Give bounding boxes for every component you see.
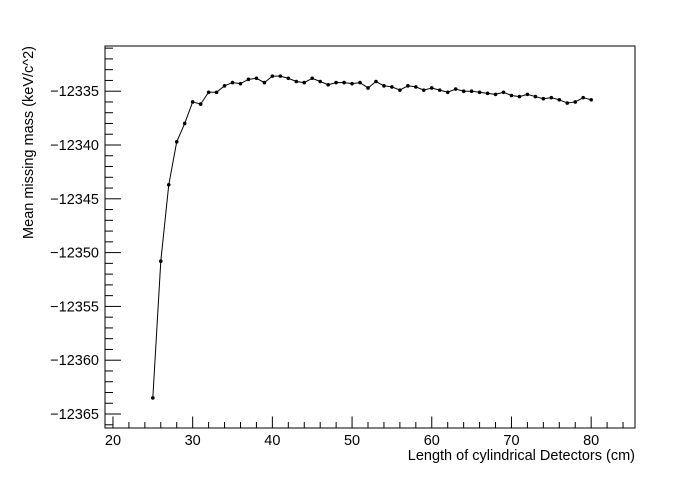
x-tick-label: 20 [105,433,121,449]
data-point [254,76,259,81]
data-point [398,88,402,92]
data-point [238,81,243,86]
data-point [166,183,171,187]
y-axis-title: Mean missing mass (keV/c^2) [21,46,37,239]
data-point [198,102,203,106]
data-point [429,86,434,90]
y-tick-label: −12345 [50,192,99,208]
data-point [318,79,322,84]
data-point [358,80,362,85]
data-point [421,88,426,92]
y-tick-label: −12355 [50,299,99,315]
data-point [326,82,330,87]
data-point [501,90,506,95]
data-point [334,80,338,85]
data-point [270,74,275,78]
data-point [342,80,346,85]
x-tick-label: 60 [424,433,440,449]
data-point [390,85,394,89]
data-point [589,98,593,102]
data-point [493,92,498,97]
data-point [151,396,155,400]
data-point [525,92,530,97]
data-point [286,76,291,81]
x-tick-label: 30 [185,433,201,449]
data-point [453,87,458,91]
y-tick-label: −12365 [50,407,99,423]
y-tick-label: −12350 [50,246,99,262]
data-point [541,96,546,101]
data-point [557,98,562,102]
x-axis-title: Length of cylindrical Detectors (cm) [408,448,635,464]
data-point [573,100,578,104]
data-point [262,80,267,85]
x-tick-label: 50 [344,433,360,449]
data-point [477,90,482,95]
data-point [174,139,179,144]
data-point [302,80,307,85]
data-point [246,77,251,82]
data-point [350,81,354,86]
data-point [382,84,386,88]
data-point [158,259,163,264]
y-tick-label: −12360 [50,353,99,369]
data-point [517,94,522,99]
series-line [152,75,592,398]
data-point [214,90,219,95]
data-point [533,94,538,99]
data-point [406,84,410,88]
y-tick-label: −12335 [50,84,99,100]
data-point [230,80,235,85]
x-tick-label: 80 [583,433,599,449]
data-point [294,79,299,84]
data-point [565,101,570,105]
x-axis-ticks: 20 30 40 50 60 70 80 [105,416,624,449]
data-point [509,93,514,98]
data-point [366,86,370,90]
data-point [374,79,378,84]
x-tick-label: 40 [264,433,280,449]
data-point [182,121,187,126]
data-point [581,95,585,100]
data-point [222,84,227,88]
data-point [414,85,418,89]
y-tick-label: −12340 [50,138,99,154]
data-point [437,88,442,92]
plot-frame [104,45,636,429]
data-point [485,91,490,96]
data-point [469,89,474,93]
data-point [310,76,315,81]
y-axis-ticks: −12365 −12360 −12355 −12350 −12345 −12340 −123… [50,47,121,426]
x-tick-label: 70 [503,433,519,449]
data-point [206,90,211,95]
data-point [278,74,283,78]
data-point [445,90,450,95]
data-point [549,95,554,100]
series-layer [151,74,593,400]
data-point [190,100,195,104]
data-point [461,89,466,93]
